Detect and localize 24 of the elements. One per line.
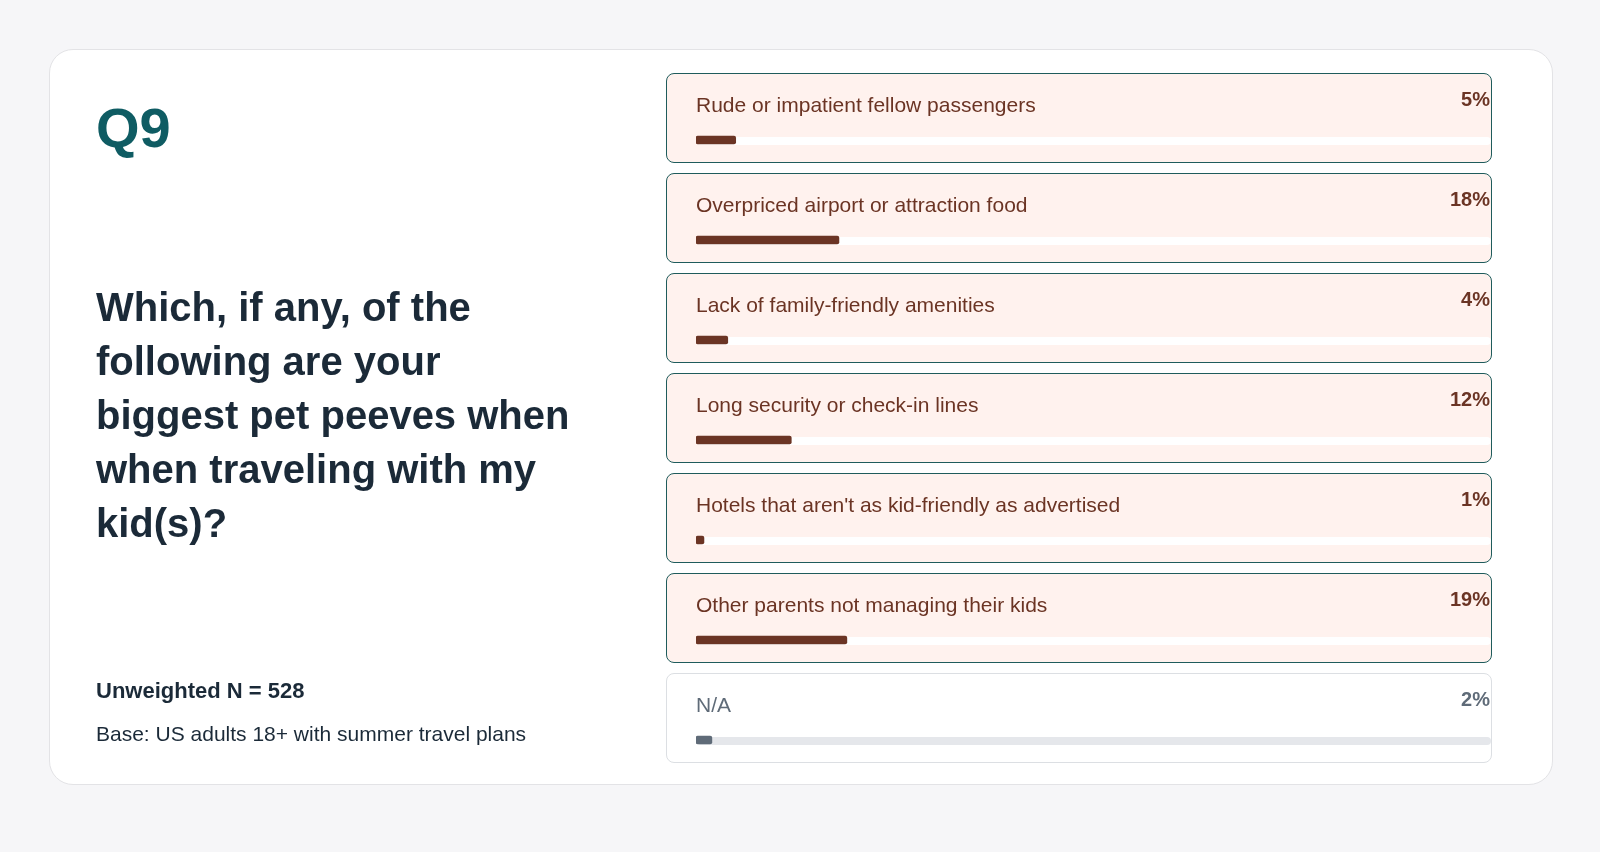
data-label: 12%: [1449, 387, 1491, 410]
data-label: 1%: [1461, 487, 1491, 510]
y-tick-label: Other parents not managing their kids: [696, 592, 1048, 616]
data-label: 5%: [1461, 87, 1491, 110]
text: Q9: [96, 95, 171, 160]
data-label: 18%: [1449, 187, 1491, 210]
y-tick-label: Lack of family-friendly amenities: [696, 292, 995, 316]
y-tick-label: Rude or impatient fellow passengers: [696, 92, 1036, 116]
y-tick-label: N/A: [696, 692, 732, 716]
data-label: 4%: [1461, 287, 1491, 310]
bar: [696, 135, 737, 145]
bar: [696, 235, 840, 245]
bar: [696, 635, 848, 645]
text: Base: US adults 18+ with summer travel plans: [96, 722, 527, 746]
bar: [696, 735, 713, 745]
bar: [696, 335, 729, 345]
y-tick-label: Long security or check-in lines: [696, 392, 979, 416]
text: Unweighted N = 528: [96, 678, 305, 704]
y-tick-label: Hotels that aren't as kid-friendly as advertised: [696, 492, 1121, 516]
text: Which, if any, of the following are your biggest pet peeves when when traveling with my kid(s)?: [96, 284, 571, 547]
bar: [696, 435, 792, 445]
data-label: 19%: [1449, 587, 1491, 610]
data-label: 2%: [1461, 687, 1491, 710]
y-tick-label: Overpriced airport or attraction food: [696, 192, 1028, 216]
